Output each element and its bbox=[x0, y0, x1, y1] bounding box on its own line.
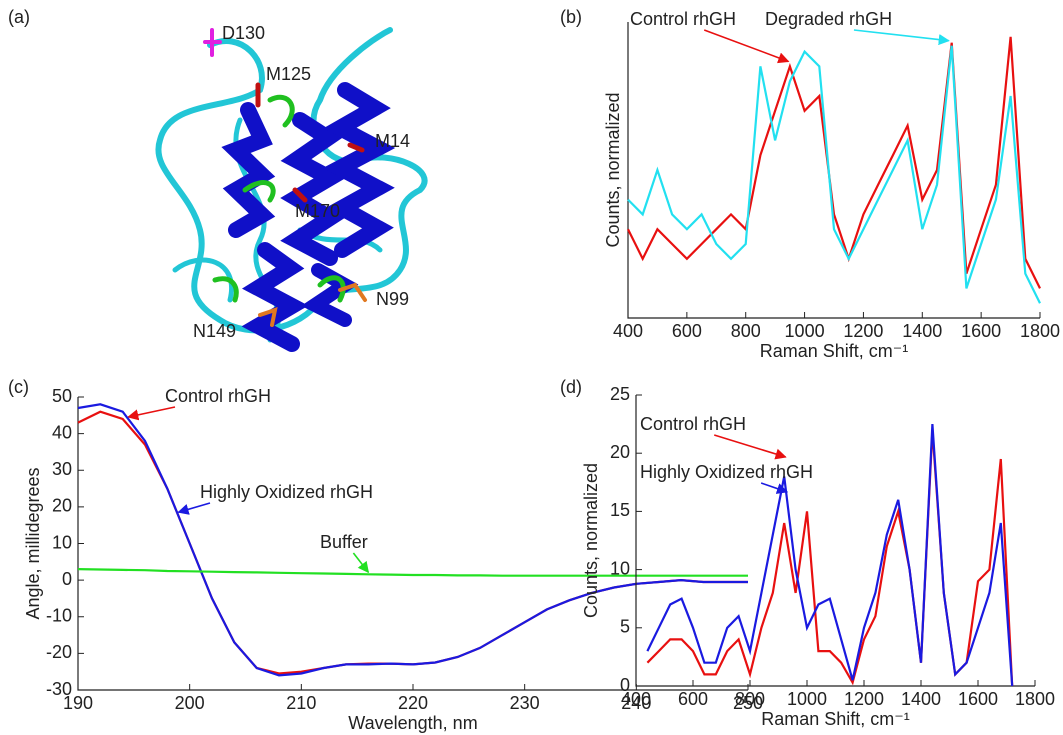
series-annotation: Control rhGH bbox=[165, 386, 271, 406]
axis-line bbox=[78, 397, 748, 690]
y-tick-label: -20 bbox=[46, 642, 72, 662]
annotation-arrow bbox=[704, 30, 788, 61]
y-tick-label: 30 bbox=[52, 459, 72, 479]
x-tick-label: 1600 bbox=[961, 321, 1001, 341]
x-tick-label: 1400 bbox=[901, 689, 941, 709]
axis-line bbox=[628, 22, 1040, 318]
x-tick-label: 200 bbox=[175, 693, 205, 713]
series-line bbox=[78, 569, 748, 576]
y-tick-label: 15 bbox=[610, 500, 630, 520]
residue-label: N99 bbox=[376, 289, 409, 309]
x-tick-label: 1200 bbox=[844, 689, 884, 709]
body: {"structure": {"panel_label": "(a)", "re… bbox=[0, 0, 1063, 735]
y-tick-label: -10 bbox=[46, 606, 72, 626]
x-axis-label: Raman Shift, cm⁻¹ bbox=[760, 341, 909, 361]
figure: (a) D130M125M14M170N149N99 (b)4006008001… bbox=[0, 0, 1063, 735]
x-tick-label: 220 bbox=[398, 693, 428, 713]
y-tick-label: 20 bbox=[610, 442, 630, 462]
x-axis-label: Raman Shift, cm⁻¹ bbox=[761, 709, 910, 729]
x-tick-label: 800 bbox=[735, 689, 765, 709]
page: body { margin: 0; background: #fff; font… bbox=[0, 0, 1063, 735]
residue-label: M170 bbox=[295, 201, 340, 221]
y-tick-label: 10 bbox=[610, 558, 630, 578]
annotation-arrow bbox=[128, 407, 175, 417]
x-tick-label: 1000 bbox=[785, 321, 825, 341]
y-tick-label: 40 bbox=[52, 422, 72, 442]
residue-label: D130 bbox=[222, 23, 265, 43]
series-annotation: Highly Oxidized rhGH bbox=[640, 462, 813, 482]
panel-label: (a) bbox=[8, 7, 30, 27]
y-tick-label: 50 bbox=[52, 386, 72, 406]
x-tick-label: 600 bbox=[672, 321, 702, 341]
panel-label: (c) bbox=[8, 377, 29, 397]
y-axis-label: Counts, normalized bbox=[581, 463, 601, 618]
y-tick-label: 5 bbox=[620, 617, 630, 637]
x-tick-label: 230 bbox=[510, 693, 540, 713]
y-axis-label: Angle, millidegrees bbox=[23, 467, 43, 619]
axis-line bbox=[636, 395, 1035, 686]
annotation-arrow bbox=[854, 30, 949, 41]
y-tick-label: 25 bbox=[610, 384, 630, 404]
y-tick-label: -30 bbox=[46, 679, 72, 699]
y-tick-label: 20 bbox=[52, 496, 72, 516]
panel-label: (b) bbox=[560, 7, 582, 27]
y-tick-label: 0 bbox=[62, 569, 72, 589]
x-tick-label: 1600 bbox=[958, 689, 998, 709]
x-tick-label: 1000 bbox=[787, 689, 827, 709]
x-axis-label: Wavelength, nm bbox=[348, 713, 477, 733]
series-line bbox=[628, 46, 1040, 304]
y-tick-label: 0 bbox=[620, 675, 630, 695]
annotation-arrow bbox=[179, 503, 211, 512]
y-tick-label: 10 bbox=[52, 532, 72, 552]
x-tick-label: 1800 bbox=[1015, 689, 1055, 709]
series-annotation: Control rhGH bbox=[640, 414, 746, 434]
y-axis-label: Counts, normalized bbox=[603, 92, 623, 247]
x-tick-label: 1200 bbox=[843, 321, 883, 341]
series-annotation: Buffer bbox=[320, 532, 368, 552]
annotation-arrow bbox=[714, 435, 785, 457]
annotation-arrow bbox=[353, 553, 368, 572]
x-tick-label: 210 bbox=[286, 693, 316, 713]
series-annotation: Degraded rhGH bbox=[765, 9, 892, 29]
series-line bbox=[78, 412, 748, 674]
x-tick-label: 600 bbox=[678, 689, 708, 709]
x-tick-label: 1400 bbox=[902, 321, 942, 341]
residue-label: M125 bbox=[266, 64, 311, 84]
series-line bbox=[78, 404, 748, 675]
series-annotation: Control rhGH bbox=[630, 9, 736, 29]
panel-label: (d) bbox=[560, 377, 582, 397]
x-tick-label: 400 bbox=[613, 321, 643, 341]
residue-label: N149 bbox=[193, 321, 236, 341]
x-tick-label: 800 bbox=[731, 321, 761, 341]
x-tick-label: 1800 bbox=[1020, 321, 1060, 341]
series-annotation: Highly Oxidized rhGH bbox=[200, 482, 373, 502]
residue-label: M14 bbox=[375, 131, 410, 151]
